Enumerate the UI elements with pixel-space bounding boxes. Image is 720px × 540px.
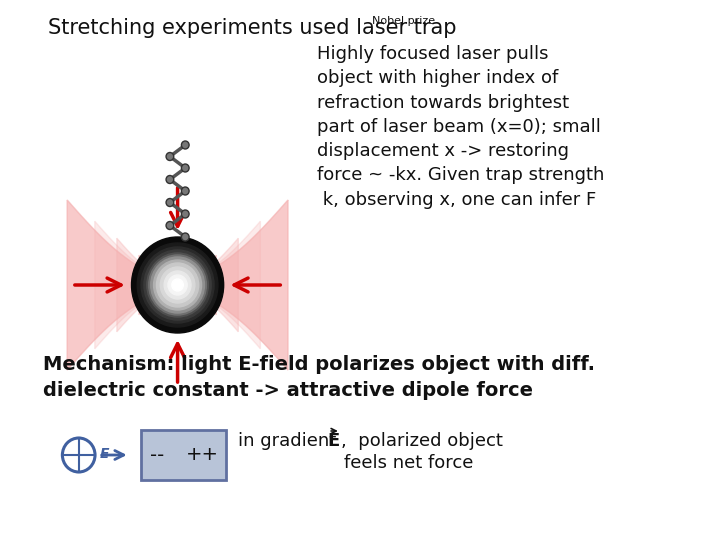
Circle shape (141, 247, 214, 323)
Text: Nobel prize: Nobel prize (372, 16, 436, 26)
Circle shape (153, 260, 202, 310)
FancyBboxPatch shape (141, 430, 225, 480)
Circle shape (181, 233, 189, 241)
Circle shape (172, 279, 184, 291)
Circle shape (166, 221, 174, 229)
Polygon shape (67, 200, 178, 370)
Circle shape (144, 250, 211, 320)
Circle shape (150, 257, 204, 313)
Circle shape (181, 141, 189, 149)
Circle shape (161, 267, 195, 303)
Text: Stretching experiments used laser trap: Stretching experiments used laser trap (48, 18, 456, 38)
Text: --: -- (150, 446, 164, 464)
Circle shape (147, 253, 208, 317)
Polygon shape (178, 221, 261, 349)
Text: ,  polarized object: , polarized object (341, 432, 503, 450)
Circle shape (181, 187, 189, 195)
Polygon shape (178, 200, 288, 370)
Circle shape (164, 271, 191, 299)
Polygon shape (95, 221, 178, 349)
Circle shape (149, 255, 207, 315)
Circle shape (166, 152, 174, 160)
Circle shape (168, 275, 187, 295)
Polygon shape (178, 238, 238, 332)
Text: in gradient: in gradient (238, 432, 342, 450)
Polygon shape (139, 255, 178, 315)
Text: Highly focused laser pulls
object with higher index of
refraction towards bright: Highly focused laser pulls object with h… (317, 45, 604, 209)
Circle shape (132, 237, 224, 333)
Circle shape (138, 243, 218, 327)
Text: ++: ++ (186, 446, 219, 464)
Circle shape (181, 164, 189, 172)
Polygon shape (67, 200, 178, 370)
Circle shape (166, 199, 174, 206)
Text: Mechanism: light E-field polarizes object with diff.
dielectric constant -> attr: Mechanism: light E-field polarizes objec… (43, 355, 595, 400)
Text: E: E (328, 432, 340, 450)
Circle shape (166, 176, 174, 184)
Text: feels net force: feels net force (343, 454, 473, 472)
Circle shape (156, 263, 199, 307)
Polygon shape (117, 238, 178, 332)
Polygon shape (178, 200, 288, 370)
Circle shape (181, 210, 189, 218)
Polygon shape (178, 255, 216, 315)
Text: E: E (100, 447, 109, 461)
